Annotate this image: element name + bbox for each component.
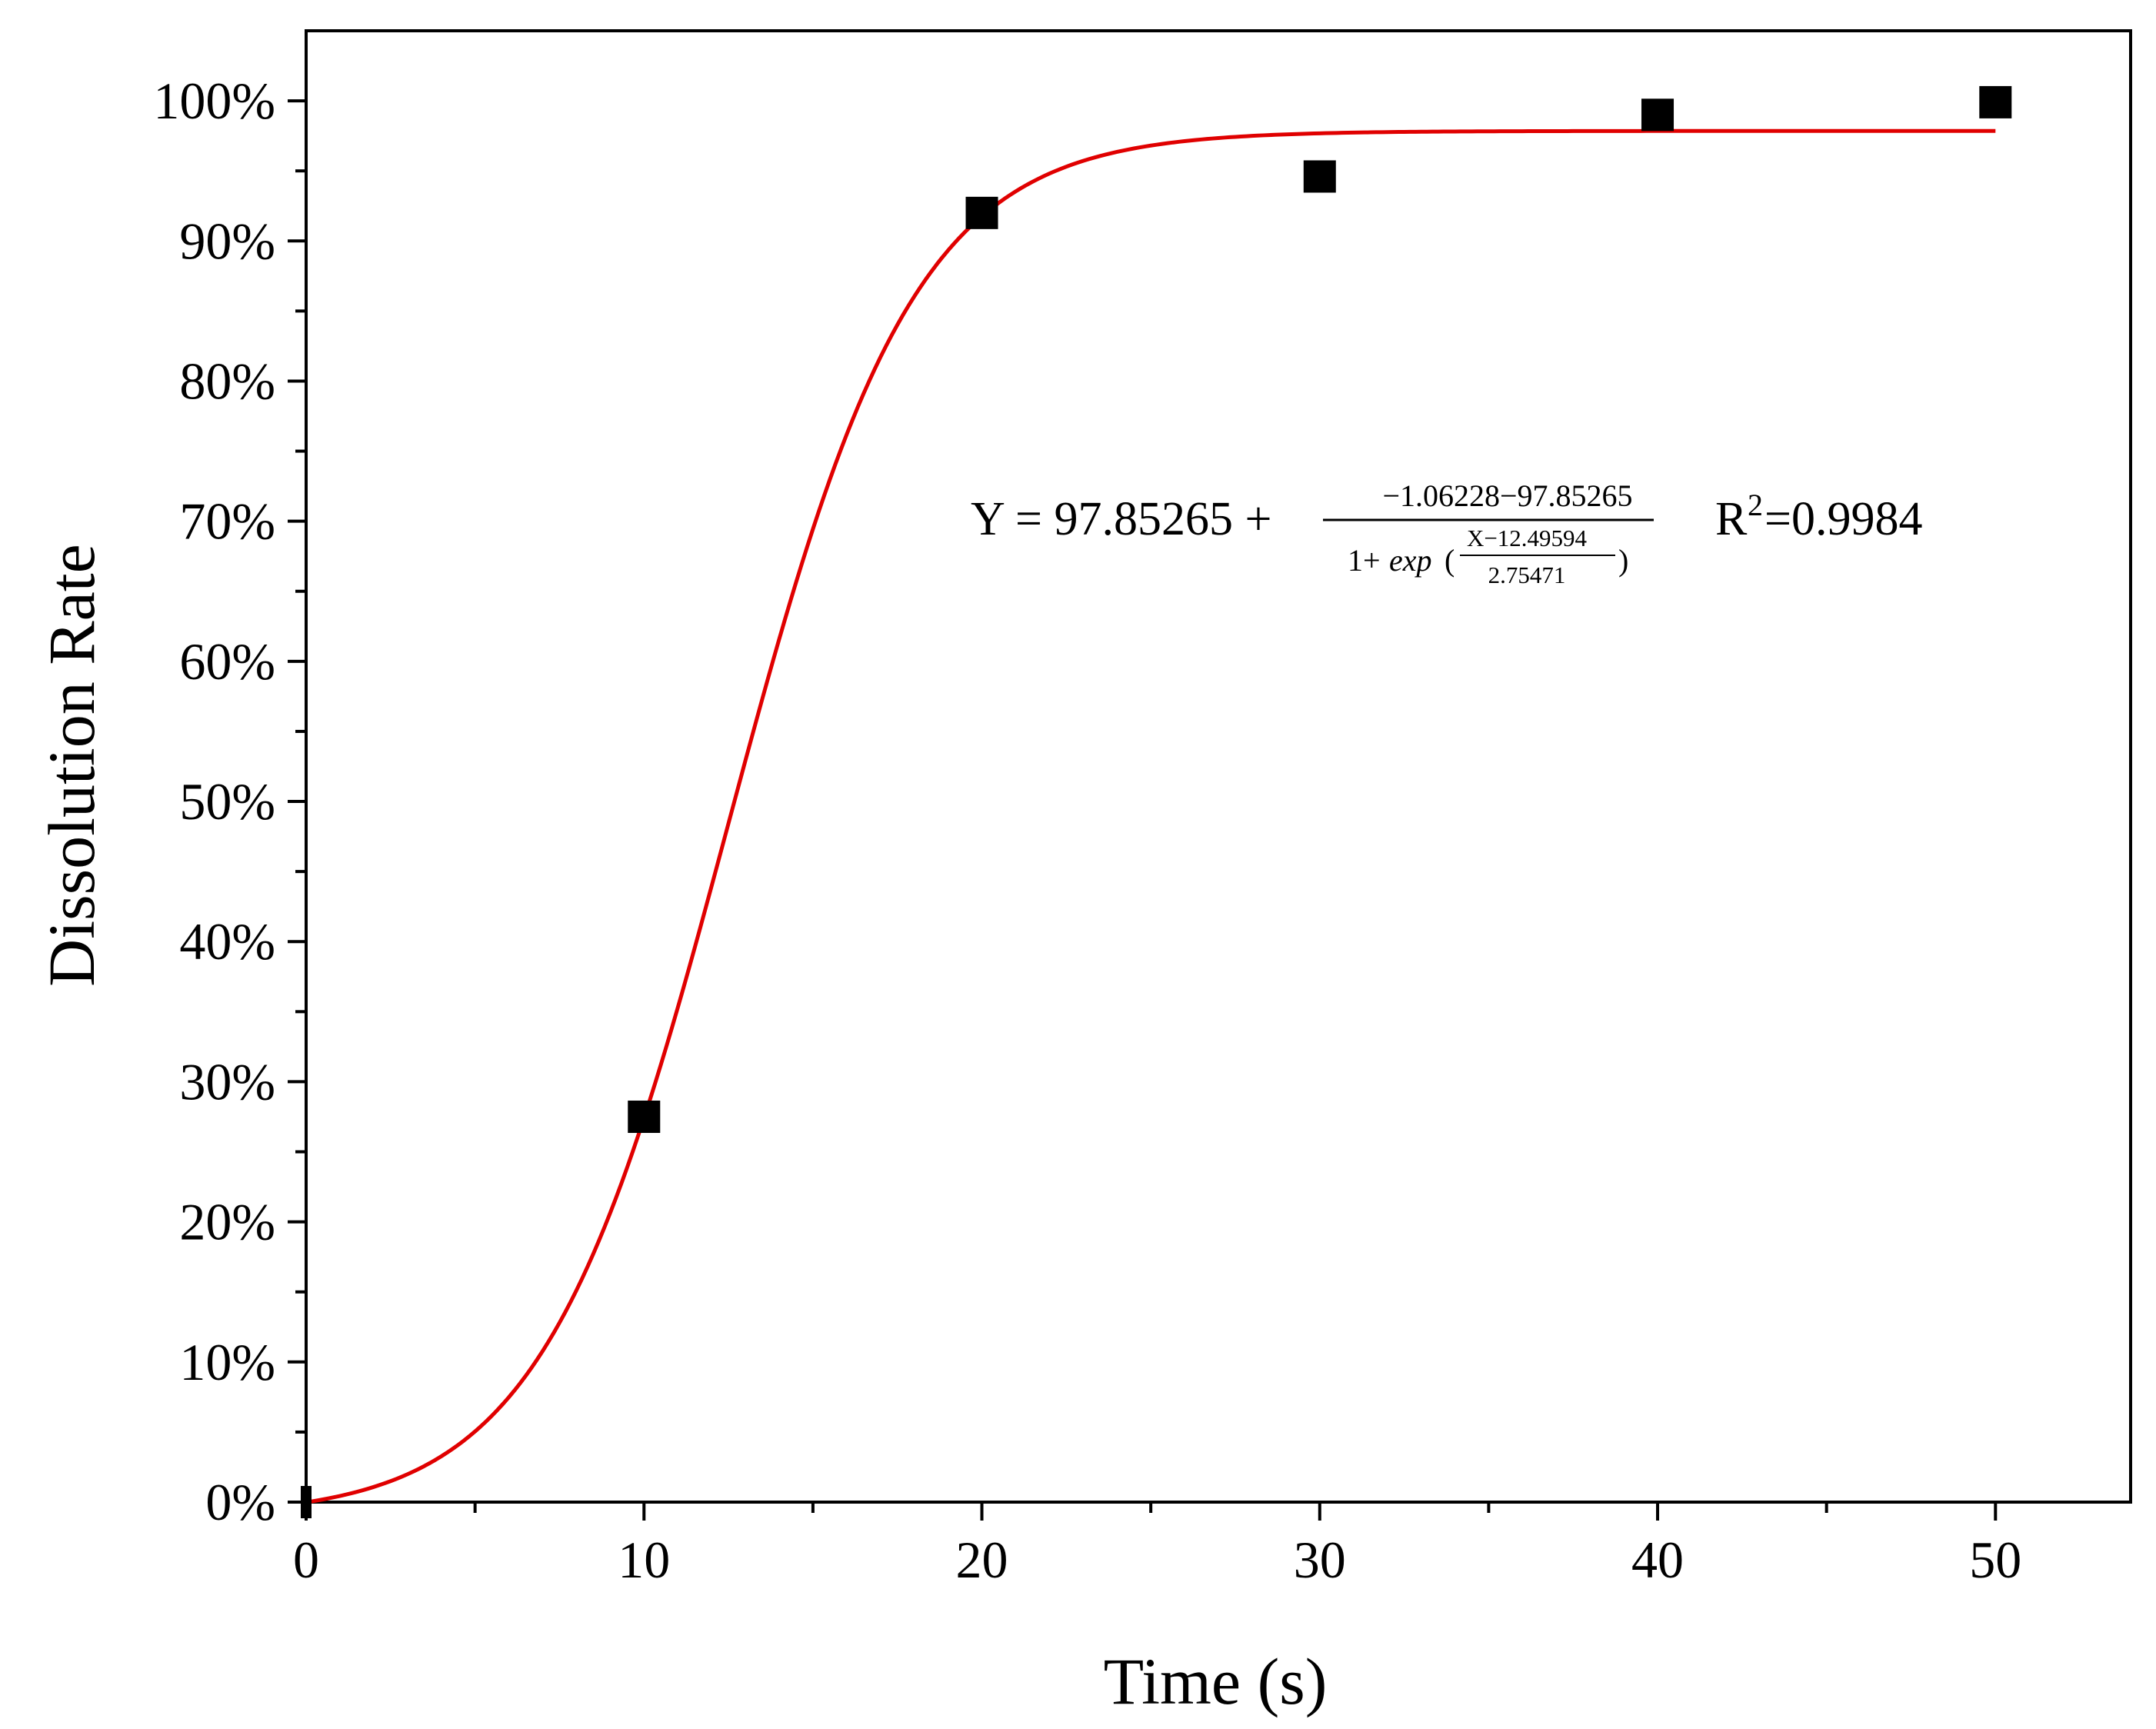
equation-den-prefix: 1+: [1348, 543, 1381, 578]
data-point: [965, 196, 998, 229]
r-squared-value: =0.9984: [1764, 493, 1922, 545]
y-tick-label: 100%: [153, 72, 275, 130]
data-point: [1641, 98, 1674, 132]
data-point: [1979, 85, 2012, 118]
equation-numerator: −1.06228−97.85265: [1382, 478, 1632, 513]
equation-den-exp: exp: [1389, 543, 1432, 578]
y-tick-label: 20%: [179, 1193, 275, 1251]
x-tick-label: 20: [956, 1531, 1008, 1589]
plot-frame: [305, 29, 2132, 1504]
data-point: [628, 1100, 661, 1133]
data-point: [301, 1486, 312, 1518]
x-tick-label: 10: [618, 1531, 670, 1589]
equation-lhs: Y = 97.85265 +: [971, 493, 1271, 545]
x-tick-label: 50: [1969, 1531, 2021, 1589]
equation-den-close-paren: ): [1618, 543, 1628, 578]
r-squared-superscript: 2: [1748, 488, 1763, 522]
x-tick-label: 40: [1631, 1531, 1684, 1589]
y-tick-label: 0%: [205, 1473, 275, 1531]
data-point: [1303, 160, 1336, 193]
fit-equation-annotation: Y = 97.85265 + −1.06228−97.85265 1+ exp …: [971, 478, 1922, 588]
x-tick-label: 30: [1294, 1531, 1346, 1589]
y-tick-label: 90%: [179, 212, 275, 270]
x-tick-label: 0: [293, 1531, 319, 1589]
equation-den-open-paren: (: [1445, 543, 1455, 578]
y-axis-ticks: 0% 10% 20% 30% 40% 50% 60% 70% 80% 90% 100%: [153, 72, 306, 1531]
y-tick-label: 70%: [179, 492, 275, 551]
y-tick-label: 10%: [179, 1333, 275, 1391]
x-axis-ticks: 0 10 20 30 40 50: [293, 1502, 2021, 1589]
equation-den-frac-numerator: X−12.49594: [1467, 525, 1588, 551]
x-axis-title: Time (s): [1104, 1644, 1328, 1718]
y-tick-label: 60%: [179, 632, 275, 691]
equation-den-frac-denominator: 2.75471: [1488, 561, 1566, 588]
y-tick-label: 80%: [179, 351, 275, 410]
y-tick-label: 50%: [179, 772, 275, 831]
y-axis-title: Dissolution Rate: [35, 544, 108, 987]
y-tick-label: 30%: [179, 1052, 275, 1111]
r-squared-label: R: [1715, 493, 1748, 545]
plot-frame-group: [305, 29, 2132, 1504]
series-group: [301, 85, 2012, 1518]
fit-curve: [305, 128, 1996, 1504]
y-tick-label: 40%: [179, 912, 275, 971]
